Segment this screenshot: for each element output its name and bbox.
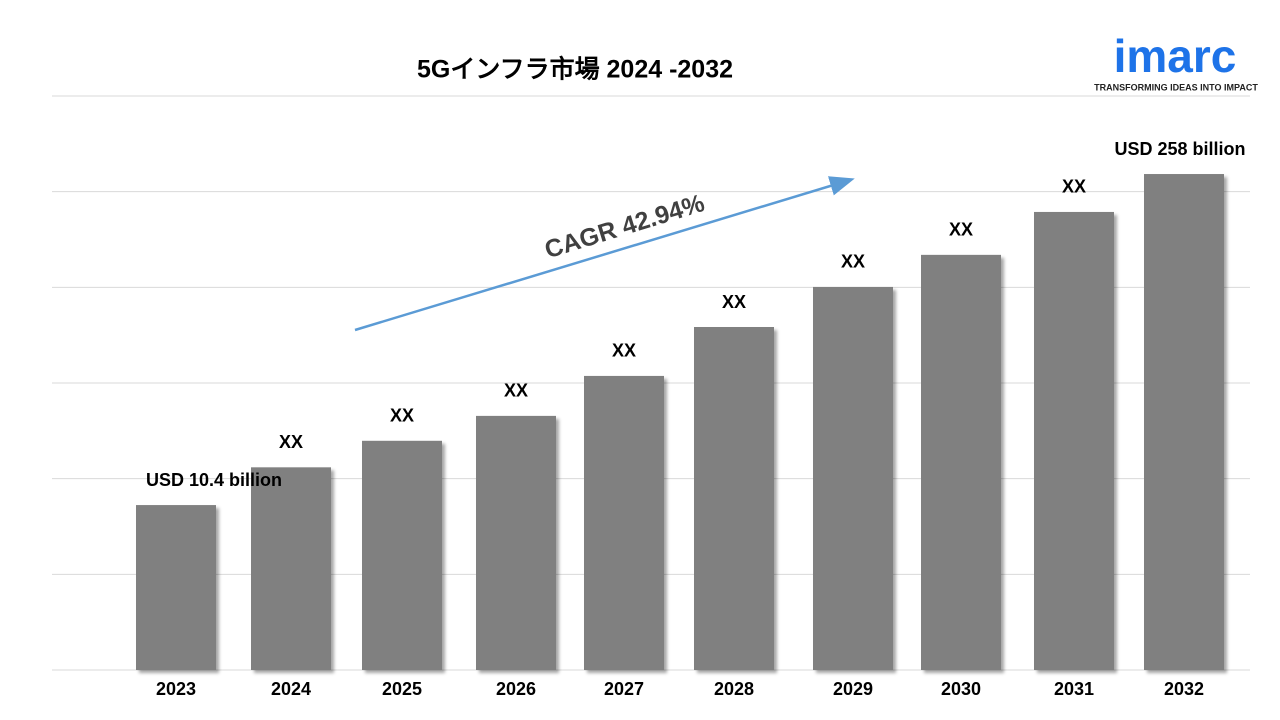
logo: imarc TRANSFORMING IDEAS INTO IMPACT [1094,30,1258,92]
x-tick-label: 2032 [1164,679,1204,699]
x-tick-label: 2027 [604,679,644,699]
logo-name: imarc [1114,30,1237,82]
value-label: XX [612,341,636,361]
value-label: XX [279,432,303,452]
logo-tagline: TRANSFORMING IDEAS INTO IMPACT [1094,82,1258,92]
cagr-annotation: CAGR 42.94% [541,189,707,264]
bar [1034,211,1114,671]
bar [584,375,664,670]
x-tick-label: 2024 [271,679,311,699]
bar [813,286,893,670]
bar [251,467,331,670]
x-tick-label: 2025 [382,679,422,699]
x-tick-label: 2028 [714,679,754,699]
value-label: USD 10.4 billion [146,470,282,490]
bar [136,505,216,670]
value-label: XX [390,406,414,426]
x-tick-label: 2031 [1054,679,1094,699]
value-label: XX [841,252,865,272]
value-label: XX [949,220,973,240]
bar [362,440,442,670]
cagr-arrow [354,176,855,332]
x-tick-label: 2023 [156,679,196,699]
x-tick-label: 2029 [833,679,873,699]
value-label: XX [722,292,746,312]
bar [694,327,774,670]
x-tick-label: 2030 [941,679,981,699]
value-label: XX [1062,177,1086,197]
chart-title: 5Gインフラ市場 2024 -2032 [417,55,733,84]
bar [1144,174,1224,671]
bars [136,174,1224,671]
bar [476,415,556,670]
value-label: XX [504,381,528,401]
x-tick-label: 2026 [496,679,536,699]
value-label: USD 258 billion [1114,139,1245,159]
bar [921,254,1001,670]
